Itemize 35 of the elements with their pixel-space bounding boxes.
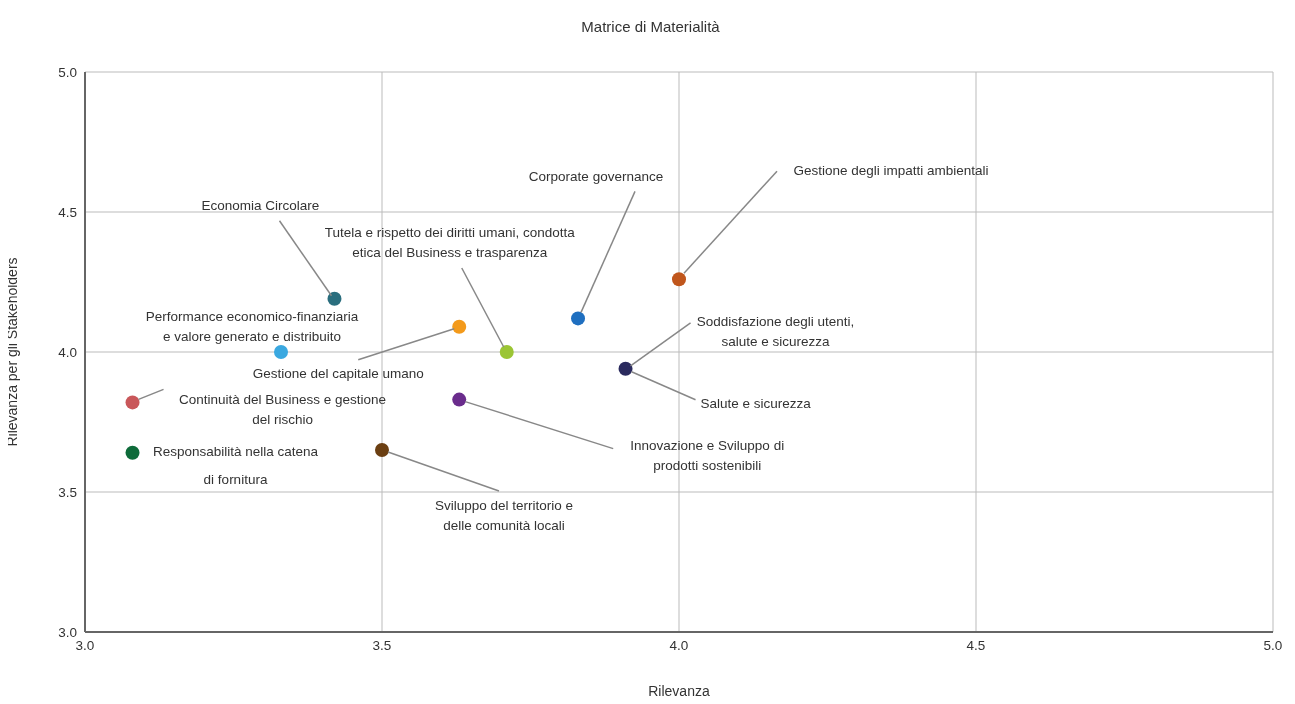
text: Performance economico-finanziaria e valore generato e distribuito [145, 308, 359, 344]
text: Continuità del Business e gestione del rischio [178, 391, 387, 427]
text: Gestione degli impatti ambientali [793, 162, 989, 178]
y-tick-label: 4.0 [58, 344, 77, 360]
text: Corporate governance [528, 168, 664, 184]
point [375, 443, 389, 457]
x-axis-title: Rilevanza [648, 683, 710, 699]
chart-title: Matrice di Materialità [580, 18, 721, 35]
point [125, 395, 140, 410]
series-label: Responsabilità nella catena di fornitura [152, 444, 319, 488]
point [125, 445, 140, 460]
x-tick-label: 4.0 [669, 637, 689, 653]
text: Innovazione e Sviluppo di prodotti sostenibili [630, 438, 785, 474]
point [672, 272, 686, 287]
point [327, 291, 342, 306]
annotation: Salute e sicurezza [700, 396, 812, 412]
y-tick-label: 3.5 [58, 484, 77, 500]
y-tick-label: 5.0 [58, 64, 77, 80]
x-tick-label: 3.5 [372, 637, 392, 653]
point [274, 345, 289, 359]
text: Tutela e rispetto dei diritti umani, condotta etica del Business e trasparenza [324, 224, 576, 260]
point [571, 311, 586, 326]
text: Gestione del capitale umano [252, 366, 424, 382]
text: Economia Circolare [201, 198, 320, 214]
y-tick-label: 4.5 [58, 204, 77, 220]
x-tick-label: 4.5 [966, 637, 986, 653]
x-tick-label: 3.0 [75, 637, 95, 653]
point [452, 319, 467, 334]
text: Soddisfazione degli utenti, salute e sicurezza [696, 314, 855, 350]
x-tick-label: 5.0 [1263, 637, 1283, 653]
point [499, 345, 514, 359]
point [452, 392, 467, 407]
point [618, 361, 633, 376]
y-tick-label: 3.0 [58, 624, 77, 640]
text: Sviluppo del territorio e delle comunità locali [434, 497, 574, 533]
